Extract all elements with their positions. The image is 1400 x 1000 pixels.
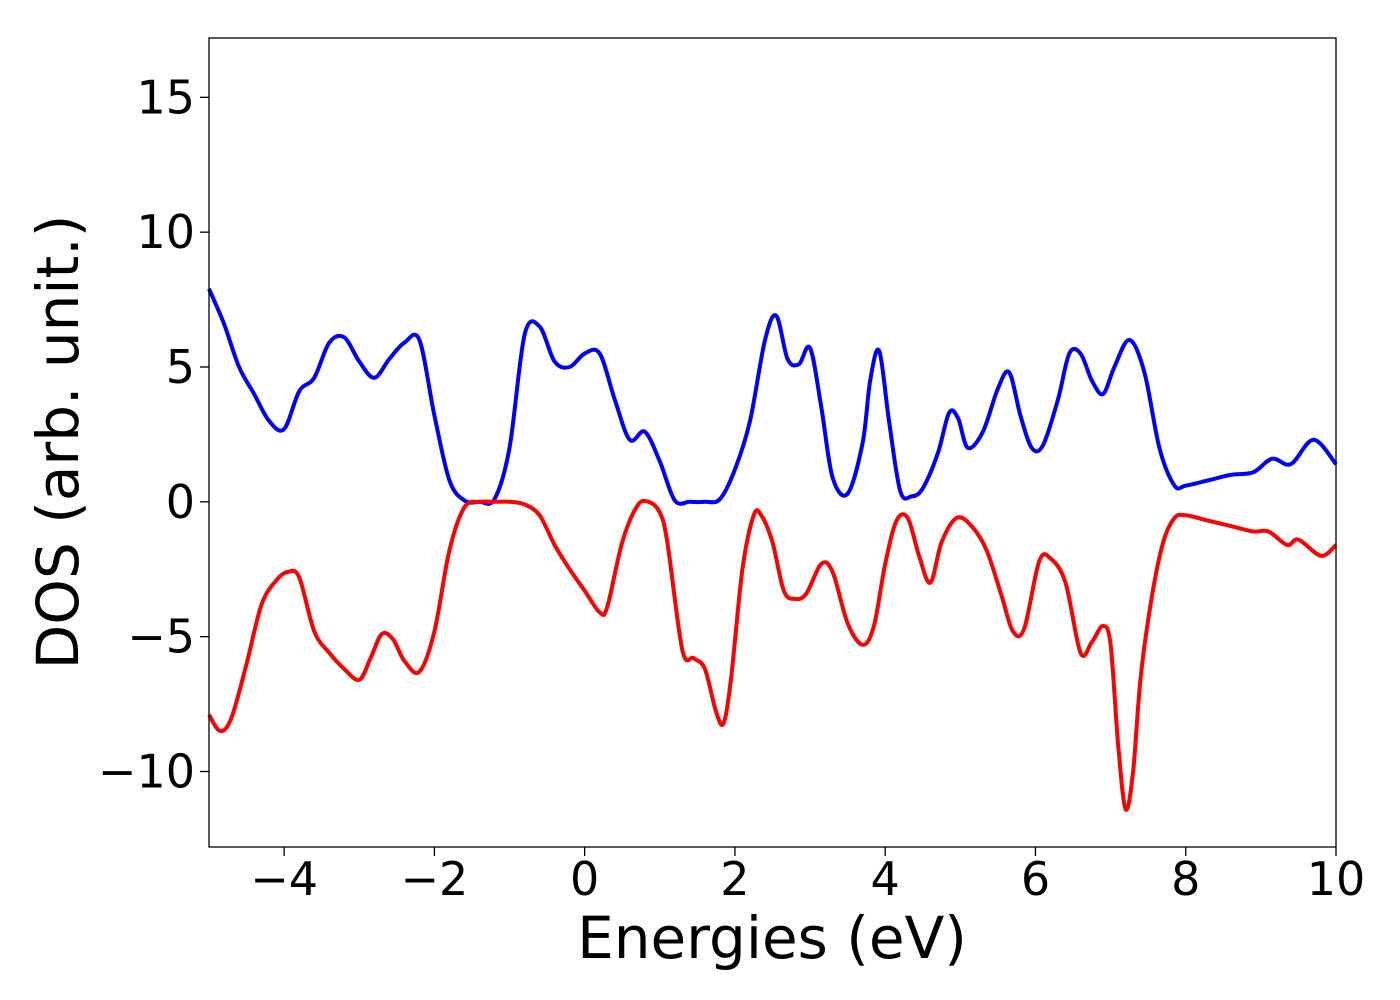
y-tick-label: 0 (166, 475, 195, 529)
series-line-0 (207, 288, 1338, 506)
y-tick-label: −5 (127, 610, 195, 664)
series-line-1 (207, 498, 1338, 812)
x-tick-label: 4 (871, 852, 900, 906)
y-tick-label: −10 (98, 744, 195, 798)
x-axis-label: Energies (eV) (577, 904, 967, 972)
x-tick-label: −4 (250, 852, 318, 906)
y-axis-ticks: −10 −5 0 5 10 15 (98, 70, 209, 798)
x-tick-label: −2 (400, 852, 468, 906)
x-tick-label: 8 (1171, 852, 1200, 906)
plot-frame (208, 37, 1337, 848)
y-tick-label: 5 (166, 340, 195, 394)
y-tick-label: 15 (136, 70, 195, 124)
series-layer (207, 288, 1338, 812)
y-tick-label: 10 (136, 205, 195, 259)
x-tick-label: 2 (720, 852, 749, 906)
y-axis-label: DOS (arb. unit.) (24, 215, 92, 670)
x-tick-label: 10 (1307, 852, 1366, 906)
x-axis-ticks: −4 −2 0 2 4 6 8 10 (250, 847, 1365, 906)
x-tick-label: 6 (1021, 852, 1050, 906)
x-tick-label: 0 (570, 852, 599, 906)
